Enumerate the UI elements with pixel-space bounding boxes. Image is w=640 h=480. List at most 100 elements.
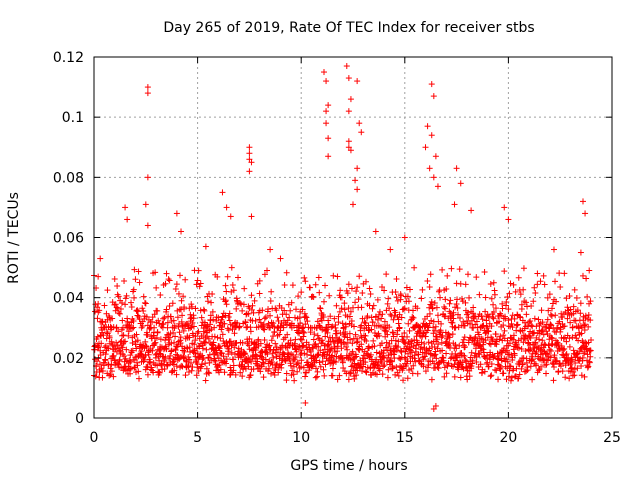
data-point — [457, 180, 464, 187]
data-point — [380, 363, 387, 370]
data-point — [428, 81, 435, 88]
data-point — [405, 298, 412, 305]
data-point — [442, 313, 449, 320]
data-point — [131, 364, 138, 371]
data-point — [383, 328, 390, 335]
data-point — [408, 317, 415, 324]
data-point — [515, 375, 522, 382]
data-point — [331, 315, 338, 322]
data-point — [210, 339, 217, 346]
data-point — [182, 276, 189, 283]
data-point — [374, 296, 381, 303]
data-point — [586, 359, 593, 366]
data-point — [347, 336, 354, 343]
axis-ticks: 0 5 10 15 20 25 0 0.02 0.04 0.06 0.08 0.1 0.12 — [53, 50, 621, 446]
data-point — [277, 346, 284, 353]
data-point — [480, 322, 487, 329]
data-point — [400, 377, 407, 384]
data-point — [144, 363, 151, 370]
data-point — [271, 371, 278, 378]
data-point — [418, 295, 425, 302]
data-point — [215, 344, 222, 351]
data-point — [122, 338, 129, 345]
data-point — [178, 362, 185, 369]
data-point — [352, 299, 359, 306]
data-point — [248, 159, 255, 166]
data-point — [440, 359, 447, 366]
data-point — [456, 314, 463, 321]
data-point — [576, 317, 583, 324]
data-point — [250, 309, 257, 316]
data-point — [358, 341, 365, 348]
data-point — [298, 336, 305, 343]
data-point — [267, 246, 274, 253]
data-point — [428, 317, 435, 324]
data-point — [353, 353, 360, 360]
data-point — [568, 311, 575, 318]
data-point — [268, 370, 275, 377]
data-point — [325, 102, 332, 109]
data-point — [505, 306, 512, 313]
data-point — [140, 308, 147, 315]
data-point — [293, 348, 300, 355]
data-point — [185, 353, 192, 360]
data-point — [120, 339, 127, 346]
data-point — [354, 338, 361, 345]
data-point — [404, 333, 411, 340]
data-point — [363, 337, 370, 344]
data-point — [319, 311, 326, 318]
data-point — [546, 325, 553, 332]
data-point — [246, 305, 253, 312]
data-point — [476, 351, 483, 358]
data-point — [353, 288, 360, 295]
data-point — [540, 331, 547, 338]
data-point — [350, 304, 356, 311]
data-point — [289, 282, 296, 289]
data-point — [216, 361, 223, 368]
data-point — [140, 293, 147, 300]
data-point — [269, 358, 276, 365]
data-point — [235, 345, 242, 352]
data-point — [445, 315, 452, 322]
data-point — [193, 372, 200, 379]
data-point — [465, 314, 472, 321]
data-point — [110, 324, 117, 331]
data-point — [246, 168, 253, 175]
data-point — [582, 312, 589, 319]
data-point — [514, 321, 521, 328]
data-point — [563, 351, 570, 358]
data-point — [381, 362, 388, 369]
data-point — [446, 334, 453, 341]
data-point — [536, 321, 543, 328]
data-point — [520, 265, 527, 272]
data-point — [340, 364, 347, 371]
data-point — [478, 312, 485, 319]
data-point — [309, 363, 316, 370]
data-point — [488, 295, 495, 302]
data-point — [468, 207, 475, 214]
data-point — [199, 345, 206, 352]
data-point — [252, 317, 259, 324]
data-point — [517, 291, 524, 298]
y-tick-label: 0.1 — [62, 110, 84, 126]
data-point — [301, 310, 308, 317]
data-point — [543, 370, 550, 377]
data-point — [386, 324, 393, 331]
data-point — [405, 320, 412, 327]
data-point — [297, 347, 304, 354]
data-point — [287, 337, 294, 344]
data-point — [286, 314, 293, 321]
data-point — [545, 324, 552, 331]
data-point — [318, 317, 325, 324]
data-point — [227, 321, 234, 328]
data-point — [375, 311, 382, 318]
data-point — [404, 375, 411, 382]
data-point — [325, 317, 332, 324]
data-point — [432, 323, 439, 330]
data-point — [321, 372, 328, 379]
data-point — [368, 326, 375, 333]
data-point — [334, 376, 341, 383]
data-point — [144, 331, 151, 338]
data-point — [338, 352, 345, 359]
data-point — [510, 332, 517, 339]
